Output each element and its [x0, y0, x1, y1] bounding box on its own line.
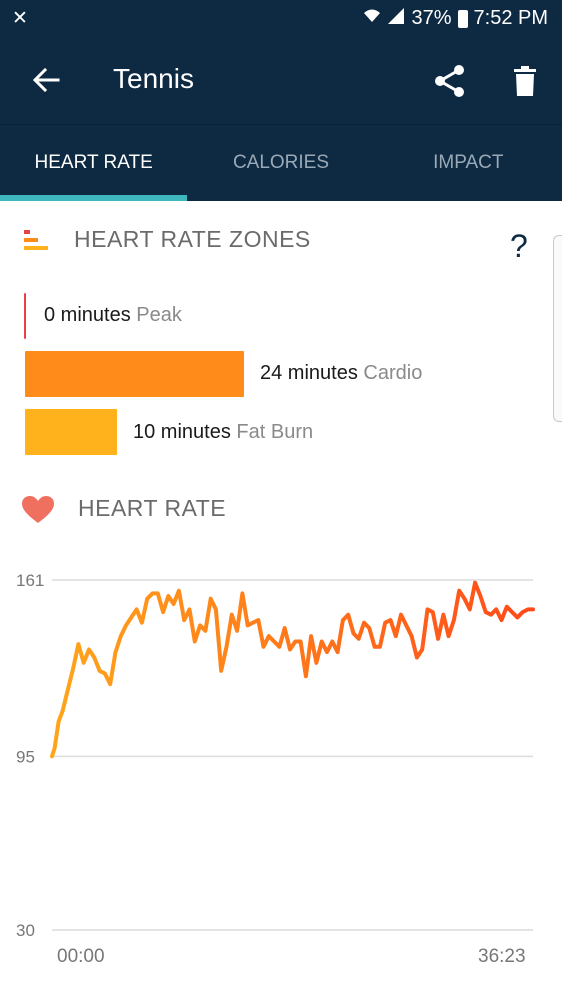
delete-button[interactable]: [505, 60, 545, 102]
tab-impact[interactable]: IMPACT: [433, 152, 504, 173]
share-button[interactable]: [430, 60, 470, 102]
x-tick-label: 36:23: [478, 946, 526, 967]
zone-label-peak: 0 minutes Peak: [44, 304, 182, 327]
back-arrow-icon: [32, 68, 60, 92]
battery-percent: 37%: [411, 7, 452, 29]
zone-bar-fat-burn: [25, 409, 117, 455]
tab-heart-rate[interactable]: HEART RATE: [0, 125, 188, 201]
signal-icon: [387, 7, 405, 30]
help-icon[interactable]: ?: [510, 228, 528, 264]
side-drawer-handle[interactable]: [553, 235, 562, 422]
notification-off-icon: ✕: [12, 8, 28, 29]
battery-icon: [457, 9, 468, 28]
y-tick-label: 95: [16, 747, 35, 766]
zone-minutes: 24 minutes: [260, 362, 358, 384]
heart-rate-line: [50, 580, 535, 759]
y-tick-label: 30: [16, 921, 35, 940]
zone-name: Cardio: [363, 362, 423, 384]
x-tick-label: 00:00: [57, 946, 105, 967]
page-title: Tennis: [113, 63, 194, 94]
status-bar: ✕ 37% 7:52 PM: [0, 0, 562, 38]
tab-bar: HEART RATE CALORIES IMPACT: [0, 124, 562, 201]
status-indicators: 37% 7:52 PM: [363, 7, 548, 30]
zone-minutes: 10 minutes: [133, 421, 231, 443]
zone-name: Peak: [136, 304, 182, 326]
zone-name: Fat Burn: [236, 421, 314, 443]
zones-icon: [24, 230, 48, 250]
trash-icon: [514, 66, 536, 96]
zone-minutes: 0 minutes: [44, 304, 131, 326]
tab-calories[interactable]: CALORIES: [232, 152, 330, 173]
heart-rate-title: HEART RATE: [78, 495, 227, 521]
clock: 7:52 PM: [473, 7, 548, 29]
y-tick-label: 161: [16, 571, 44, 590]
heart-rate-chart: 161 95 30 00:00 36:23: [16, 571, 535, 967]
wifi-icon: [363, 8, 381, 29]
zone-label-fat-burn: 10 minutes Fat Burn: [133, 421, 313, 444]
zone-label-cardio: 24 minutes Cardio: [260, 362, 422, 385]
zone-bar-cardio: [25, 351, 244, 397]
zone-bar-peak: [24, 293, 26, 339]
share-icon: [435, 65, 464, 97]
heart-icon: [22, 496, 54, 523]
zones-title: HEART RATE ZONES: [74, 226, 311, 252]
back-button[interactable]: [26, 60, 66, 100]
app-bar: Tennis: [0, 38, 562, 124]
